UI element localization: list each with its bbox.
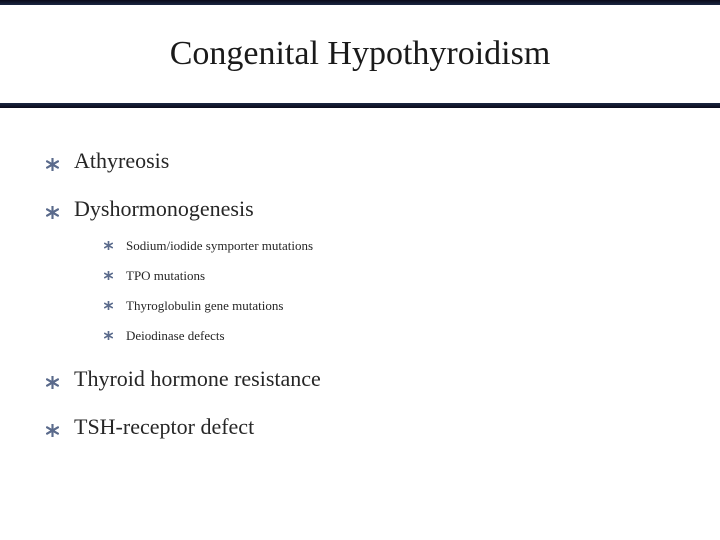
star-bullet-icon [104,301,113,310]
bullet-text: Athyreosis [74,148,169,173]
star-bullet-icon [46,376,59,389]
sub-bullet-list: Sodium/iodide symporter mutations TPO mu… [74,238,680,344]
bullet-text: Dyshormonogenesis [74,196,254,221]
bullet-list: Athyreosis Dyshormonogenesis Sodium/iodi… [40,148,680,440]
star-bullet-icon [104,331,113,340]
list-item: Athyreosis [40,148,680,174]
star-bullet-icon [104,241,113,250]
bullet-text: Sodium/iodide symporter mutations [126,238,313,253]
list-item: Thyroid hormone resistance [40,366,680,392]
slide-content: Athyreosis Dyshormonogenesis Sodium/iodi… [0,108,720,440]
list-item: TSH-receptor defect [40,414,680,440]
title-band: Congenital Hypothyroidism [0,0,720,108]
list-item: Sodium/iodide symporter mutations [74,238,680,254]
slide-title: Congenital Hypothyroidism [170,35,551,73]
list-item: Thyroglobulin gene mutations [74,298,680,314]
list-item: TPO mutations [74,268,680,284]
star-bullet-icon [46,206,59,219]
list-item: Deiodinase defects [74,328,680,344]
star-bullet-icon [104,271,113,280]
bullet-text: Thyroid hormone resistance [74,366,321,391]
bullet-text: TPO mutations [126,268,205,283]
bullet-text: Thyroglobulin gene mutations [126,298,283,313]
bullet-text: TSH-receptor defect [74,414,254,439]
list-item: Dyshormonogenesis Sodium/iodide symporte… [40,196,680,344]
star-bullet-icon [46,424,59,437]
bullet-text: Deiodinase defects [126,328,225,343]
star-bullet-icon [46,158,59,171]
